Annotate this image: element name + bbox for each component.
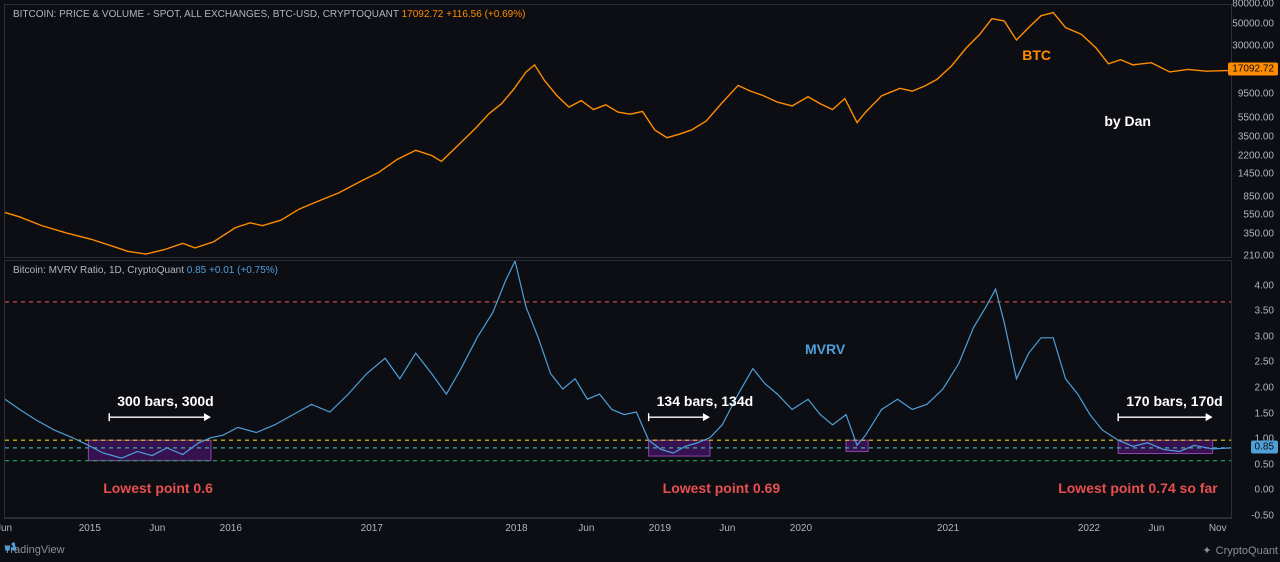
btc-price-panel[interactable]: BITCOIN: PRICE & VOLUME - SPOT, ALL EXCH… (4, 4, 1232, 258)
author-label: by Dan (1104, 113, 1151, 129)
btc-ytick: 1450.00 (1238, 169, 1274, 180)
btc-ytick: 30000.00 (1232, 40, 1274, 51)
chart-stage: BITCOIN: PRICE & VOLUME - SPOT, ALL EXCH… (0, 0, 1280, 562)
mvrv-label: MVRV (805, 341, 845, 357)
mvrv-title: Bitcoin: MVRV Ratio, 1D, CryptoQuant 0.8… (13, 265, 278, 276)
low-3-label: Lowest point 0.74 so far (1058, 480, 1217, 496)
tradingview-icon (4, 540, 18, 554)
btc-title: BITCOIN: PRICE & VOLUME - SPOT, ALL EXCH… (13, 9, 525, 20)
time-tick: Nov (1209, 523, 1227, 534)
time-tick: Jun (149, 523, 165, 534)
btc-ytick: 5500.00 (1238, 112, 1274, 123)
time-tick: 2017 (361, 523, 383, 534)
btc-symbol: BITCOIN: PRICE & VOLUME - SPOT, ALL EXCH… (13, 9, 399, 20)
low-2-label: Lowest point 0.69 (663, 480, 780, 496)
btc-ytick: 50000.00 (1232, 18, 1274, 29)
btc-ytick: 2200.00 (1238, 151, 1274, 162)
time-tick: 2022 (1078, 523, 1100, 534)
span-3-label: 170 bars, 170d (1126, 393, 1223, 409)
btc-ytick: 3500.00 (1238, 131, 1274, 142)
btc-ytick: 9500.00 (1238, 89, 1274, 100)
btc-price-badge: 17092.72 (1228, 63, 1278, 76)
mvrv-ytick: 0.00 (1255, 485, 1274, 496)
low-1-label: Lowest point 0.6 (103, 480, 213, 496)
mvrv-change-pct: (+0.75%) (237, 265, 278, 276)
mvrv-change: +0.01 (209, 265, 234, 276)
tradingview-branding: TradingView (4, 544, 65, 556)
time-tick: 2021 (937, 523, 959, 534)
mvrv-ytick: 2.00 (1255, 383, 1274, 394)
cryptoquant-label: CryptoQuant (1216, 545, 1278, 557)
mvrv-price-badge: 0.85 (1251, 440, 1278, 453)
span-1-label: 300 bars, 300d (117, 393, 214, 409)
mvrv-panel[interactable]: Bitcoin: MVRV Ratio, 1D, CryptoQuant 0.8… (4, 260, 1232, 518)
btc-ytick: 80000.00 (1232, 0, 1274, 10)
btc-change: +116.56 (446, 9, 482, 20)
mvrv-ytick: -0.50 (1251, 511, 1274, 522)
time-tick: Jun (719, 523, 735, 534)
mvrv-svg (5, 261, 1231, 517)
btc-last: 17092.72 (402, 9, 444, 20)
btc-ytick: 550.00 (1243, 210, 1274, 221)
btc-yaxis[interactable]: 80000.0050000.0030000.0017092.729500.005… (1234, 4, 1278, 256)
time-tick: 2018 (505, 523, 527, 534)
mvrv-last: 0.85 (187, 265, 206, 276)
time-tick: Jun (0, 523, 12, 534)
time-tick: 2016 (220, 523, 242, 534)
mvrv-yaxis[interactable]: 4.003.503.002.502.001.501.000.500.00-0.5… (1234, 260, 1278, 516)
btc-ytick: 850.00 (1243, 191, 1274, 202)
mvrv-ytick: 3.00 (1255, 331, 1274, 342)
btc-svg (5, 5, 1231, 257)
btc-label: BTC (1022, 47, 1051, 63)
mvrv-ytick: 0.50 (1255, 459, 1274, 470)
mvrv-ytick: 3.50 (1255, 306, 1274, 317)
btc-ytick: 350.00 (1243, 229, 1274, 240)
btc-change-pct: (+0.69%) (485, 9, 526, 20)
time-tick: 2015 (79, 523, 101, 534)
span-2-label: 134 bars, 134d (657, 393, 754, 409)
mvrv-ytick: 4.00 (1255, 280, 1274, 291)
cryptoquant-branding: ✦ CryptoQuant (1202, 544, 1278, 557)
time-tick: Jun (578, 523, 594, 534)
time-tick: 2020 (790, 523, 812, 534)
mvrv-symbol: Bitcoin: MVRV Ratio, 1D, CryptoQuant (13, 265, 184, 276)
time-tick: 2019 (649, 523, 671, 534)
time-axis[interactable]: Jun 2015 Jun 2016 2017 2018 Jun 2019 Jun 2020 2021… (4, 518, 1232, 539)
footer: TradingView ✦ CryptoQuant (4, 540, 1278, 560)
mvrv-ytick: 2.50 (1255, 357, 1274, 368)
time-tick: Jun (1148, 523, 1164, 534)
mvrv-ytick: 1.50 (1255, 408, 1274, 419)
